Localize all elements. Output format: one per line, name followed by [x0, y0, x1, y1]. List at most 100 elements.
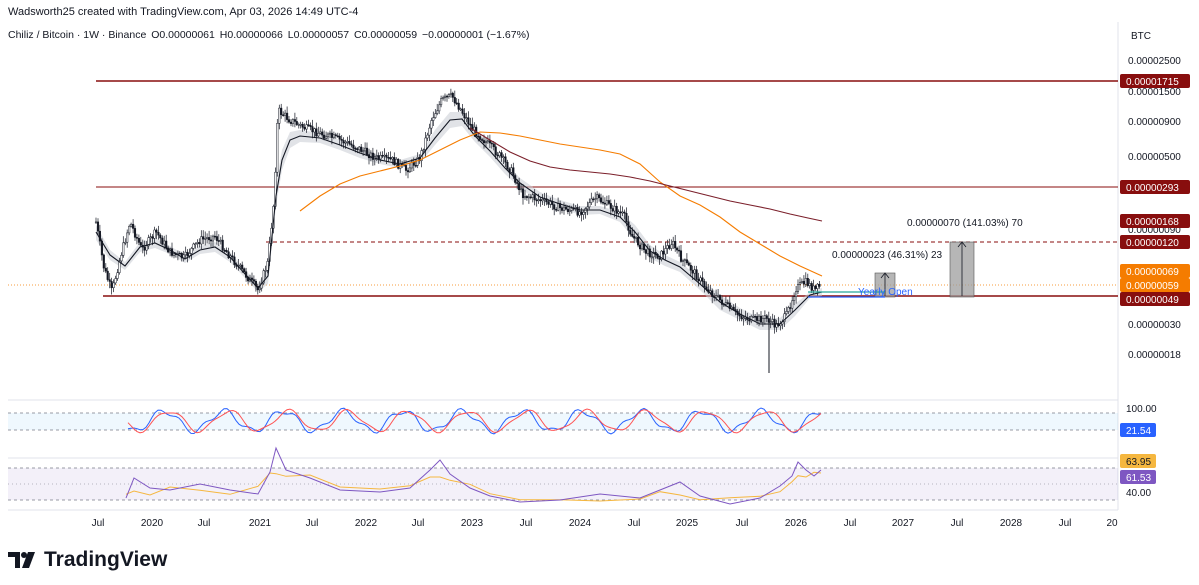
candle-body — [549, 201, 552, 205]
footer-branding: TradingView — [8, 548, 167, 572]
candle-body — [393, 157, 396, 165]
time-tick: Jul — [412, 518, 425, 529]
candle-body — [326, 133, 330, 138]
time-tick: 2024 — [569, 518, 592, 529]
candle-body — [676, 247, 679, 251]
candle-body — [732, 306, 735, 310]
candle-body — [94, 221, 98, 224]
candle-body — [666, 245, 669, 249]
candle-body — [662, 250, 665, 255]
candle-body — [482, 140, 486, 144]
candle-body — [748, 319, 751, 322]
candle-body — [607, 200, 610, 204]
candle-body — [414, 165, 417, 167]
candle-body — [447, 94, 450, 97]
candle-body — [562, 206, 566, 211]
candle-body — [488, 140, 491, 144]
rsi-ma-badge: 63.95 — [1126, 457, 1151, 468]
candle-body — [428, 127, 431, 136]
candle-body — [204, 238, 207, 240]
price-tick: 0.00002500 — [1128, 56, 1181, 67]
candle-body — [151, 236, 154, 239]
candle-body — [344, 141, 347, 144]
candle-body — [395, 158, 398, 165]
candle-body — [498, 152, 501, 157]
candle-body — [440, 98, 443, 106]
candle-body — [262, 270, 265, 284]
candle-body — [685, 259, 688, 264]
candlestick-series[interactable] — [94, 88, 821, 373]
candle-body — [672, 241, 675, 246]
candle-body — [443, 95, 447, 98]
candle-body — [738, 314, 741, 317]
candle-body — [334, 134, 337, 137]
candle-body — [586, 206, 589, 209]
candle-body — [223, 250, 226, 252]
candle-body — [114, 278, 117, 284]
time-tick: 2022 — [355, 518, 378, 529]
candle-body — [149, 236, 152, 238]
candle-body — [717, 295, 720, 297]
candle-body — [467, 117, 470, 125]
candle-body — [533, 194, 536, 201]
candle-body — [112, 282, 115, 288]
candle-body — [122, 242, 125, 256]
candle-body — [808, 283, 811, 286]
candle-body — [568, 210, 571, 212]
price-chart[interactable]: BTC 0.00000023 (46.31%) 23 0.00000070 (1… — [0, 0, 1199, 545]
candle-body — [757, 315, 761, 321]
price-tick: 0.00000900 — [1128, 117, 1181, 128]
candle-body — [369, 152, 372, 159]
candle-body — [365, 147, 369, 155]
candle-body — [457, 102, 460, 110]
candle-body — [599, 197, 603, 203]
candle-body — [278, 107, 281, 124]
candle-body — [683, 259, 686, 261]
candle-body — [527, 196, 530, 199]
candle-body — [455, 102, 458, 105]
candle-body — [293, 119, 296, 122]
candle-body — [315, 128, 318, 137]
candle-body — [336, 135, 339, 138]
legend-high: H0.00000066 — [219, 29, 283, 41]
candle-body — [465, 117, 468, 119]
time-tick: Jul — [951, 518, 964, 529]
measure-arrowhead-small — [880, 272, 890, 279]
candle-body — [615, 205, 618, 214]
candle-body — [225, 250, 228, 252]
candle-body — [650, 256, 653, 259]
candle-body — [323, 134, 326, 139]
stoch-band — [8, 413, 1118, 430]
candle-body — [639, 244, 642, 250]
candle-body — [740, 315, 743, 319]
candle-body — [560, 207, 564, 211]
candle-body — [178, 252, 181, 255]
time-tick: 2020 — [141, 518, 164, 529]
candle-body — [691, 269, 694, 274]
candle-body — [133, 228, 137, 238]
candle-body — [451, 92, 454, 98]
candle-body — [106, 270, 109, 280]
candle-body — [445, 95, 449, 98]
candle-body — [791, 300, 794, 309]
candle-body — [137, 237, 140, 243]
candle-body — [763, 315, 766, 319]
stoch-d-line — [127, 408, 822, 434]
candle-body — [775, 323, 778, 328]
candle-body — [652, 251, 655, 258]
candle-body — [793, 296, 796, 301]
candle-body — [752, 316, 755, 318]
candle-body — [408, 167, 411, 173]
candle-body — [814, 285, 817, 289]
candle-body — [644, 249, 647, 254]
candle-body — [648, 248, 651, 258]
yearly-open-label: Yearly Open — [858, 287, 913, 298]
candle-body — [309, 125, 312, 127]
time-axis: Jul 2020 Jul 2021 Jul 2022 Jul 2023 Jul 2024 Jul 20… — [92, 518, 1118, 529]
candle-body — [756, 316, 759, 321]
candle-body — [484, 141, 488, 144]
candle-body — [221, 239, 224, 251]
candle-body — [139, 242, 142, 246]
candle-body — [773, 319, 776, 328]
symbol-name[interactable]: Chiliz / Bitcoin · 1W · Binance — [8, 29, 147, 41]
